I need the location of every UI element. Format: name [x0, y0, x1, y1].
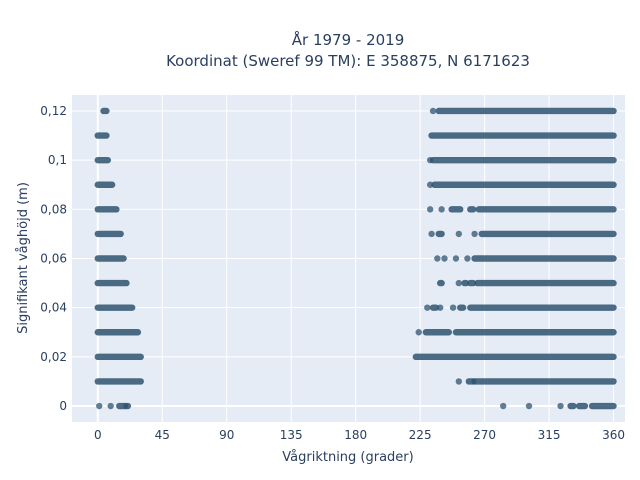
y-tick-label: 0,04 [40, 301, 67, 315]
x-axis-title: Vågriktning (grader) [282, 450, 413, 465]
data-point [434, 255, 441, 262]
chart-title-line-2: Koordinat (Sweref 99 TM): E 358875, N 61… [166, 52, 530, 70]
data-point [424, 304, 431, 311]
data-point [464, 255, 471, 262]
y-axis-title: Signifikant våghöjd (m) [16, 182, 31, 334]
x-tick-label: 270 [473, 428, 496, 442]
y-tick-label: 0 [59, 399, 67, 413]
y-tick-label: 0,06 [40, 252, 67, 266]
x-tick-label: 90 [219, 428, 234, 442]
data-point [438, 206, 445, 213]
data-point [455, 230, 463, 238]
data-point [426, 206, 434, 213]
data-point [449, 304, 457, 311]
x-tick-label: 360 [602, 428, 625, 442]
data-point [107, 402, 114, 410]
data-point [452, 255, 460, 262]
data-point [428, 230, 435, 238]
y-tick-label: 0,02 [40, 350, 67, 364]
y-tick-label: 0,12 [40, 104, 67, 118]
data-points [94, 107, 617, 410]
x-tick-label: 0 [94, 428, 102, 442]
data-point [96, 402, 103, 410]
x-tick-label: 315 [538, 428, 561, 442]
chart-title-line-1: År 1979 - 2019 [292, 30, 405, 49]
x-tick-label: 225 [409, 428, 432, 442]
x-tick-label: 135 [280, 428, 303, 442]
data-point [436, 304, 444, 311]
data-point [500, 402, 507, 410]
y-tick-label: 0,1 [48, 153, 67, 167]
y-tick-label: 0,08 [40, 202, 67, 216]
data-point [557, 402, 564, 410]
data-point [471, 230, 478, 238]
x-tick-label: 180 [344, 428, 367, 442]
data-point [455, 378, 463, 385]
data-point [441, 255, 448, 262]
y-axis-ticks: 0 0,02 0,04 0,06 0,08 0,1 0,12 [40, 104, 67, 413]
data-point [455, 279, 463, 287]
x-tick-label: 45 [155, 428, 170, 442]
data-point [429, 107, 437, 115]
data-point [415, 329, 422, 336]
x-axis-ticks: 0 45 90 135 180 225 270 315 360 [94, 428, 625, 442]
data-point [525, 402, 533, 410]
